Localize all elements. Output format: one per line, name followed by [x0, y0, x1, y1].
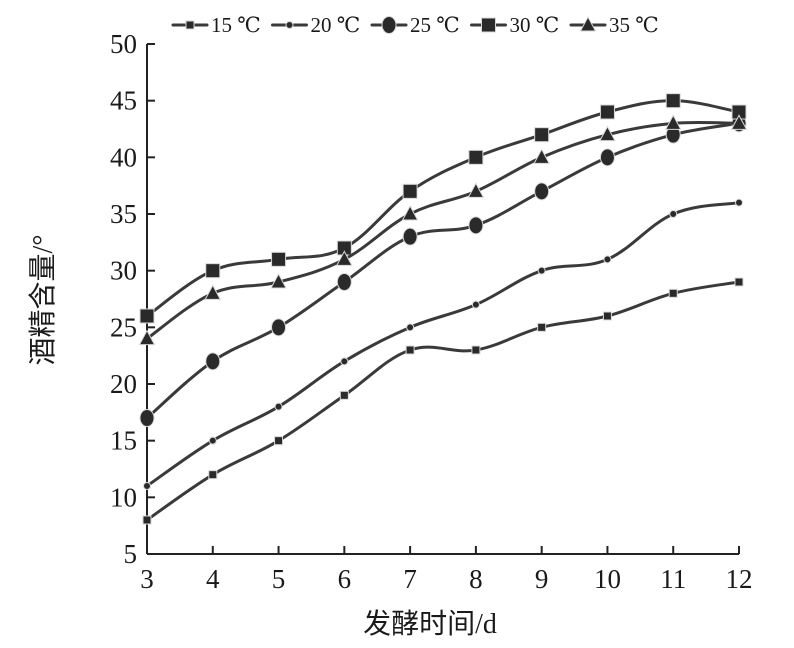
legend-label: 30 ℃	[510, 13, 560, 37]
y-tick-label: 15	[110, 426, 137, 456]
legend-item: 15 ℃	[171, 13, 261, 37]
data-point	[599, 148, 615, 167]
data-point	[533, 148, 551, 164]
data-point	[534, 182, 550, 201]
series-line	[145, 280, 741, 522]
data-point	[143, 482, 151, 490]
series-line	[145, 201, 741, 488]
legend-item: 20 ℃	[271, 13, 361, 37]
data-point	[668, 288, 678, 298]
x-tick-label: 7	[403, 564, 417, 594]
y-tick-label: 25	[110, 312, 137, 342]
y-tick-label: 10	[110, 482, 137, 512]
data-point	[468, 149, 484, 165]
legend-label: 15 ℃	[211, 13, 261, 37]
data-point	[599, 104, 615, 120]
data-point	[271, 251, 287, 267]
data-point	[602, 311, 612, 321]
data-point	[471, 300, 480, 309]
data-point	[537, 266, 546, 275]
data-point	[142, 515, 152, 525]
legend-item: 30 ℃	[470, 13, 560, 37]
data-point	[406, 323, 415, 332]
data-point	[204, 284, 222, 300]
data-point	[734, 277, 744, 287]
y-tick-label: 20	[110, 369, 137, 399]
data-point	[599, 125, 616, 142]
data-point	[471, 345, 481, 355]
y-tick-label: 45	[110, 86, 137, 116]
data-point	[537, 322, 547, 332]
x-tick-label: 12	[726, 564, 753, 594]
x-axis-label: 发酵时间/d	[363, 608, 497, 640]
series-4	[138, 114, 748, 346]
y-tick-label: 50	[110, 29, 137, 59]
legend-marker	[579, 15, 597, 32]
data-point	[205, 263, 221, 279]
data-point	[468, 216, 484, 235]
series-line	[145, 99, 741, 318]
data-point	[664, 114, 682, 130]
data-point	[735, 198, 743, 207]
series-line	[145, 120, 741, 341]
x-tick-label: 10	[594, 564, 621, 594]
series-2	[139, 114, 747, 427]
x-tick-label: 8	[469, 564, 483, 594]
data-point	[401, 204, 419, 221]
y-tick-label: 40	[110, 142, 137, 172]
x-tick-label: 11	[660, 564, 686, 594]
data-point	[205, 352, 221, 371]
y-tick-label: 35	[110, 199, 137, 229]
x-tick-label: 3	[140, 564, 154, 594]
data-point	[138, 329, 156, 346]
y-ticks: 5 10 15 20 25 30 35 40 45 50	[110, 29, 155, 569]
data-point	[340, 357, 349, 366]
data-point	[730, 114, 748, 130]
x-tick-label: 6	[338, 564, 352, 594]
series-1	[143, 198, 743, 490]
data-point	[274, 436, 284, 446]
data-point	[467, 182, 485, 198]
data-point	[534, 127, 550, 143]
series-3	[139, 93, 747, 324]
series-group	[138, 93, 748, 525]
legend: 15 ℃ 20 ℃ 25 ℃ 30 ℃ 35 ℃	[171, 13, 659, 37]
x-tick-label: 5	[272, 564, 286, 594]
data-point	[208, 436, 217, 445]
data-point	[402, 227, 418, 246]
data-point	[139, 409, 155, 427]
data-point	[339, 390, 349, 400]
legend-item: 25 ℃	[370, 13, 460, 37]
x-tick-label: 9	[535, 564, 549, 594]
data-point	[402, 183, 418, 199]
data-point	[336, 273, 352, 291]
data-point	[665, 93, 681, 109]
x-tick-label: 4	[206, 564, 220, 594]
x-ticks: 3 4 5 6 7 8 9 10 11 12	[140, 546, 753, 594]
legend-item: 35 ℃	[569, 13, 659, 37]
data-point	[208, 470, 218, 480]
y-axis-label: 酒精含量/°	[27, 235, 59, 366]
legend-marker	[481, 17, 496, 33]
axes	[146, 44, 739, 555]
legend-marker	[285, 21, 294, 29]
y-tick-label: 30	[110, 256, 137, 286]
data-point	[274, 402, 283, 411]
data-point	[669, 210, 678, 218]
series-line	[145, 121, 741, 420]
legend-label: 25 ℃	[410, 13, 460, 37]
series-0	[142, 277, 744, 525]
data-point	[271, 318, 287, 337]
data-point	[139, 308, 155, 324]
data-point	[405, 345, 415, 355]
data-point	[270, 272, 287, 289]
legend-label: 35 ℃	[609, 13, 659, 37]
data-point	[603, 255, 612, 264]
legend-label: 20 ℃	[311, 13, 361, 37]
legend-marker	[381, 16, 397, 34]
y-tick-label: 5	[124, 539, 138, 569]
legend-marker	[185, 20, 195, 30]
data-point	[335, 250, 353, 266]
